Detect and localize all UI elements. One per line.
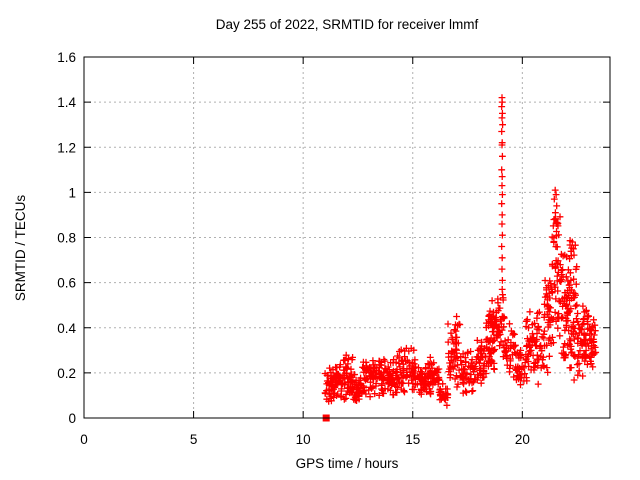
plot-border bbox=[83, 56, 611, 419]
x-tick-label: 5 bbox=[190, 432, 198, 447]
y-tick-label: 1.2 bbox=[57, 140, 76, 155]
y-tick-label: 0.8 bbox=[57, 231, 76, 246]
y-tick-label: 1.6 bbox=[57, 50, 76, 65]
x-tick-label: 15 bbox=[405, 432, 420, 447]
scatter-plus-markers bbox=[321, 94, 600, 409]
x-tick-label: 20 bbox=[515, 432, 530, 447]
x-tick-label: 0 bbox=[80, 432, 88, 447]
axis-ticks bbox=[84, 57, 610, 418]
y-axis-label: SRMTID / TECUs bbox=[13, 195, 28, 302]
y-tick-label: 0.2 bbox=[57, 366, 76, 381]
y-tick-label: 0.6 bbox=[57, 276, 76, 291]
chart-title: Day 255 of 2022, SRMTID for receiver lmm… bbox=[216, 17, 479, 32]
x-axis-label: GPS time / hours bbox=[296, 456, 399, 471]
y-tick-label: 1.4 bbox=[57, 95, 76, 110]
y-tick-label: 0.4 bbox=[57, 321, 76, 336]
x-tick-label: 10 bbox=[296, 432, 311, 447]
tick-labels: 0 5 10 15 20 0 0.2 0.4 0.6 0.8 1 1.2 1.4 1.6 bbox=[57, 50, 530, 447]
y-tick-label: 1 bbox=[68, 185, 76, 200]
y-tick-label: 0 bbox=[68, 411, 76, 426]
